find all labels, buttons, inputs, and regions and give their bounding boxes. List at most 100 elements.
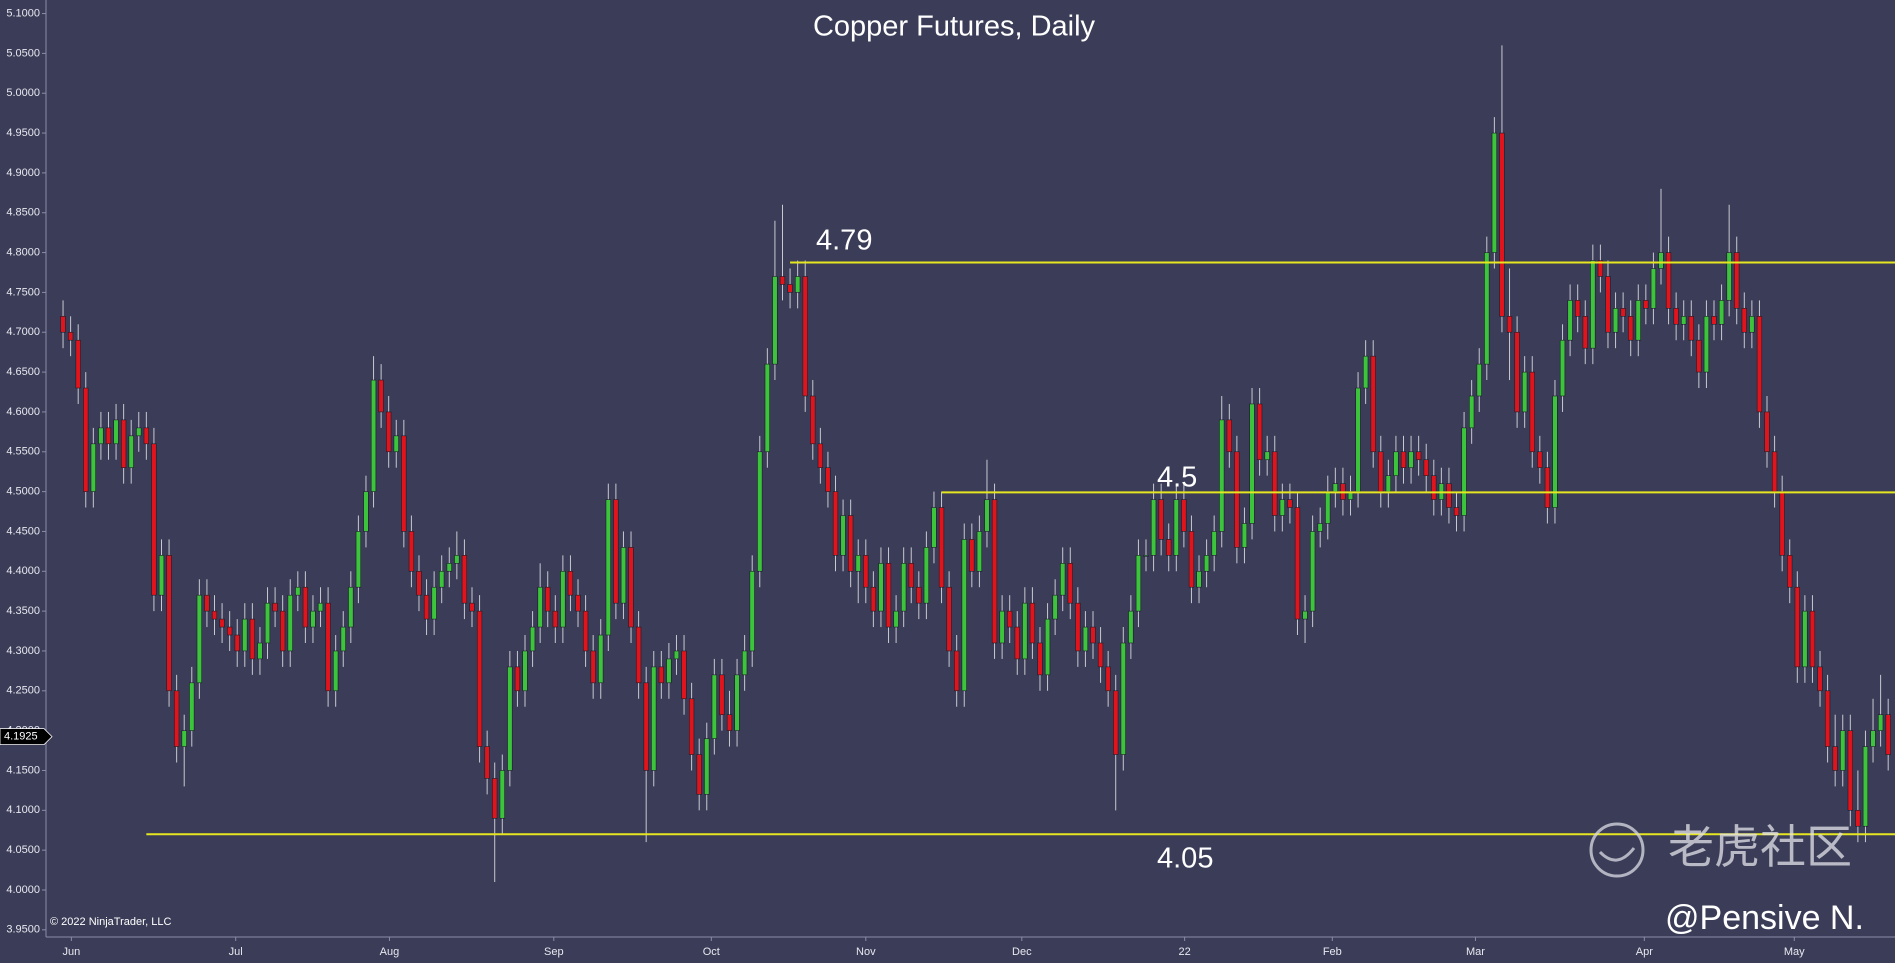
candle-body [249,618,256,660]
candle-body [1317,523,1323,532]
candle-body [1309,531,1316,612]
y-tick-label: 4.9000 [6,167,40,179]
candle-body [673,650,680,660]
x-tick-label: Apr [1636,946,1653,958]
y-tick-label: 3.9500 [6,924,40,936]
candle-body [1696,339,1702,373]
candle-body [1044,618,1051,676]
candle-body [1226,419,1232,453]
candle-body [1764,411,1770,453]
candle-body [151,443,157,596]
candle-body [1847,730,1853,811]
candle-body [1665,252,1672,309]
candle-body [1082,626,1089,652]
y-tick-label: 4.9500 [6,127,40,139]
candle-body [893,610,899,628]
y-tick-label: 4.4500 [6,525,40,537]
candle-body [628,547,634,628]
candle-body [1400,451,1407,469]
candle-body [590,650,596,684]
candle-body [439,570,445,588]
candle-body [1817,666,1823,692]
candle-body [196,594,203,684]
y-tick-label: 4.3500 [6,605,40,617]
x-tick-label: Jul [229,946,243,958]
y-tick-label: 4.7500 [6,286,40,298]
candle-body [242,618,248,652]
candle-body [136,427,142,437]
candle-body [1809,610,1816,668]
candle-body [1529,371,1535,453]
candle-body [696,754,702,795]
candle-body [1802,610,1808,668]
candle-body [469,602,475,612]
candle-body [499,770,505,819]
candle-body [1113,690,1119,755]
candle-body [416,570,422,596]
candle-body [158,555,165,596]
candle-body [1234,451,1240,548]
candle-body [1643,300,1649,309]
x-tick-label: Dec [1012,946,1032,958]
candle-body [234,634,240,652]
candle-body [264,602,271,644]
candle-body [1325,491,1331,524]
candle-body [969,539,975,572]
candle-body [1393,451,1399,476]
candle-body [1885,714,1891,755]
candle-body [143,427,149,445]
candle-body [1734,252,1740,309]
candle-body [1302,610,1308,620]
candle-body [741,650,748,676]
candle-body [272,602,278,612]
candle-body [832,491,839,556]
x-tick-label: Feb [1323,946,1342,958]
candle-body [529,626,536,652]
candle-body [908,563,914,588]
candle-body [999,610,1005,644]
candle-body [1203,555,1210,572]
candle-body [1287,499,1293,508]
candle-body [1476,363,1482,397]
candle-body [227,626,233,636]
candle-body [658,666,664,684]
candle-body [1787,555,1793,588]
candle-body [643,682,649,771]
candle-body [734,674,740,731]
candle-body [605,499,611,636]
candle-body [1749,316,1755,333]
candle-body [1219,419,1225,532]
candle-body [1620,308,1626,317]
candle-body [348,586,354,628]
candle-body [635,626,642,684]
candle-body [60,316,66,333]
candle-body [507,666,513,771]
y-tick-label: 4.7000 [6,326,40,338]
candle-body [1173,499,1179,556]
level-label: 4.79 [816,225,872,257]
candle-body [1559,339,1566,397]
candle-body [1415,451,1422,461]
candle-body [302,586,309,628]
y-tick-label: 4.5500 [6,446,40,458]
x-tick-label: Mar [1466,946,1485,958]
candle-body [651,666,657,771]
candle-body [711,674,717,739]
watermark: 老虎社区 [1668,821,1852,873]
candle-body [840,515,846,556]
candle-body [1681,316,1687,325]
candle-body [938,507,945,588]
candle-body [901,563,907,612]
candle-body [1877,714,1884,731]
y-tick-label: 4.4000 [6,565,40,577]
y-tick-label: 4.6500 [6,366,40,378]
candle-body [1824,690,1831,747]
candle-body [1211,531,1217,556]
candle-body [1196,570,1202,588]
candle-body [310,610,316,628]
candle-body [1484,252,1490,365]
copyright: © 2022 NinjaTrader, LLC [50,916,171,928]
candle-body [98,427,104,445]
candle-body [1779,491,1785,556]
candle-body [863,555,869,588]
